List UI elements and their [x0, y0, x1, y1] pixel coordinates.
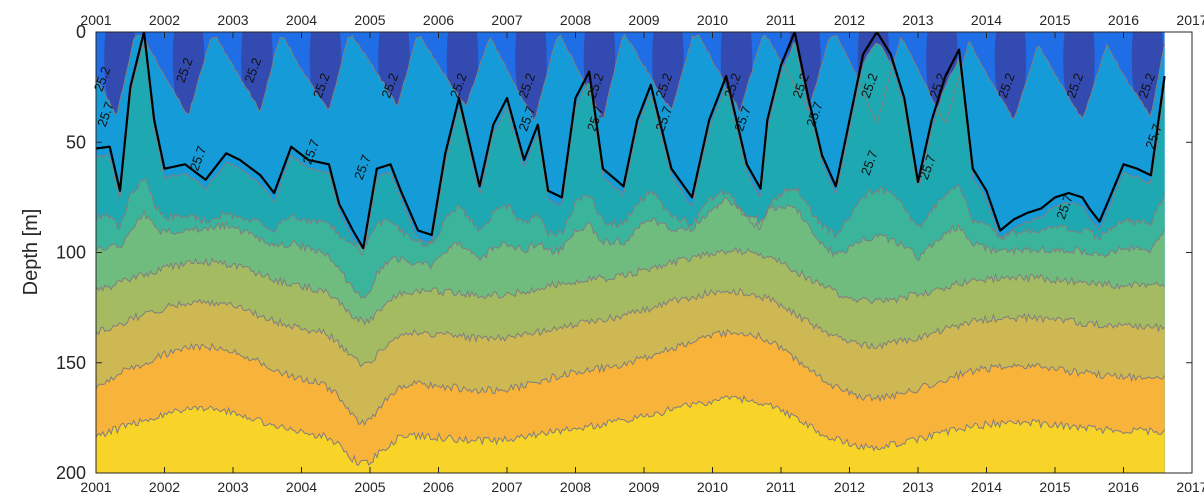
contour-line [96, 33, 1166, 125]
x-tick-label-top: 2010 [697, 12, 728, 28]
x-tick-label-bottom: 2005 [354, 479, 385, 495]
y-tick-label: 100 [56, 243, 86, 263]
x-tick-label-bottom: 2002 [149, 479, 180, 495]
x-tick-label-bottom: 2009 [628, 479, 659, 495]
y-tick-label: 0 [76, 22, 86, 42]
x-tick-label-top: 2015 [1039, 12, 1070, 28]
x-tick-label-top: 2016 [1108, 12, 1139, 28]
contour-line [96, 196, 1166, 299]
x-tick-label-top: 2012 [834, 12, 865, 28]
contour-line [96, 287, 1165, 368]
x-tick-label-bottom: 2010 [697, 479, 728, 495]
x-tick-label-bottom: 2011 [766, 479, 796, 495]
x-tick-label-bottom: 2007 [491, 479, 522, 495]
x-tick-label-top: 2004 [286, 12, 317, 28]
contour-line [96, 40, 1166, 257]
x-tick-label-top: 2011 [766, 12, 796, 28]
isotherm-highlight-line [96, 32, 1166, 250]
x-tick-label-bottom: 2008 [560, 479, 591, 495]
x-tick-label-bottom: 2013 [902, 479, 933, 495]
x-tick-label-top: 2001 [80, 12, 111, 28]
contour-line [96, 328, 1166, 427]
x-tick-label-top: 2005 [354, 12, 385, 28]
axis-tick-layer: 2001 2002 2003 2004 2005 2006 2007 2008 2009 2010… [56, 12, 1204, 495]
x-tick-label-top: 2013 [902, 12, 933, 28]
x-tick-label-top: 2014 [971, 12, 1002, 28]
x-tick-label-top: 2017 [1176, 12, 1204, 28]
x-tick-label-bottom: 2012 [834, 479, 865, 495]
x-tick-label-top: 2009 [628, 12, 659, 28]
y-axis-label: Depth [m] [20, 209, 42, 296]
y-tick-label: 200 [56, 463, 86, 483]
x-tick-label-bottom: 2017 [1176, 479, 1204, 495]
contour-band [96, 396, 1165, 473]
contour-line [96, 246, 1165, 326]
x-tick-label-bottom: 2003 [217, 479, 248, 495]
y-tick-label: 50 [66, 132, 86, 152]
x-tick-label-bottom: 2014 [971, 479, 1002, 495]
contour-line [96, 394, 1166, 467]
x-tick-label-top: 2008 [560, 12, 591, 28]
x-tick-label-top: 2002 [149, 12, 180, 28]
y-tick-label: 150 [56, 353, 86, 373]
x-tick-label-top: 2003 [217, 12, 248, 28]
x-tick-label-bottom: 2016 [1108, 479, 1139, 495]
contour-band [96, 329, 1165, 473]
x-tick-label-bottom: 2006 [423, 479, 454, 495]
x-tick-label-bottom: 2001 [80, 479, 111, 495]
x-tick-label-bottom: 2004 [286, 479, 317, 495]
x-tick-label-top: 2006 [423, 12, 454, 28]
contour-line-layer [96, 32, 1166, 467]
x-tick-label-bottom: 2015 [1039, 479, 1070, 495]
x-tick-label-top: 2007 [491, 12, 522, 28]
contour-line [96, 177, 1166, 250]
